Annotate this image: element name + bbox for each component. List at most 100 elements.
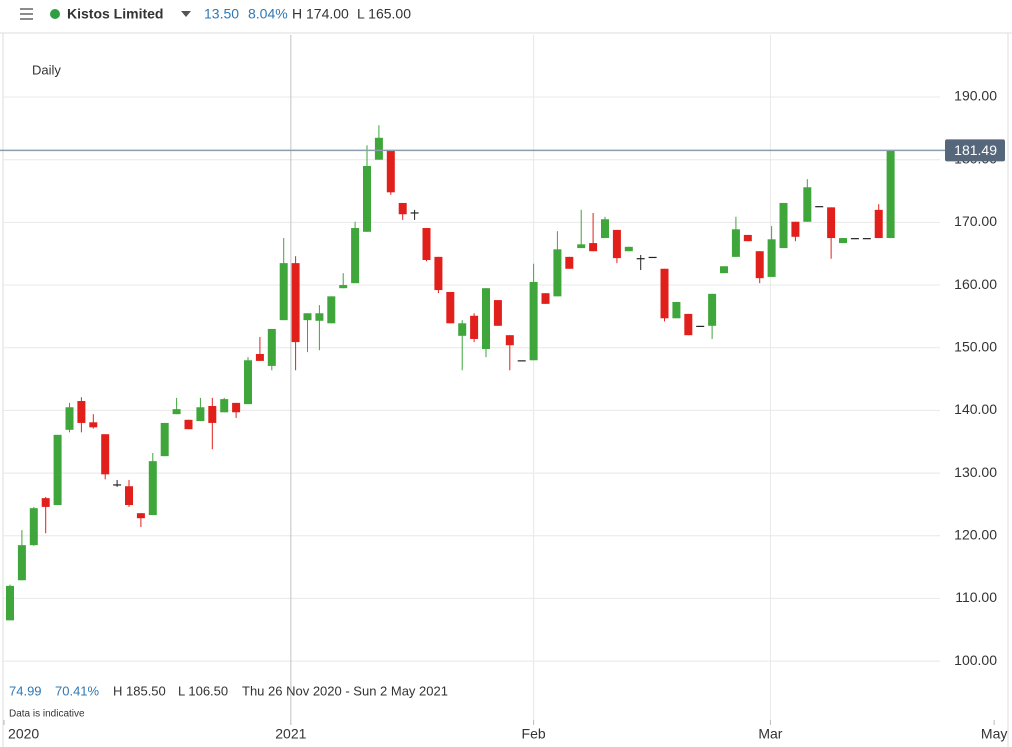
candle-body	[184, 419, 193, 430]
candle-body	[791, 221, 800, 237]
candle-body	[565, 256, 574, 269]
candle-body	[89, 422, 98, 428]
candle-body	[601, 219, 610, 239]
y-tick-label: 130.00	[954, 464, 997, 480]
x-tick-label: Mar	[758, 726, 782, 742]
candle-body	[148, 461, 157, 516]
menu-icon[interactable]	[20, 8, 33, 20]
candle-body	[446, 291, 455, 324]
candle-body	[493, 300, 502, 326]
candle-body	[220, 399, 229, 413]
grid: 100.00 110.00 120.00 130.00 140.00 150.00 160.…	[3, 35, 1007, 742]
candle-body	[172, 409, 181, 415]
candle-body	[612, 229, 621, 259]
candle-body	[303, 313, 312, 321]
change: 13.50	[204, 6, 239, 22]
y-tick-label: 140.00	[954, 401, 997, 417]
candle-body	[589, 243, 598, 252]
candle-body	[541, 293, 550, 304]
date-range: Thu 26 Nov 2020 - Sun 2 May 2021	[242, 683, 448, 698]
instrument-name[interactable]: Kistos Limited	[67, 6, 163, 22]
candle-body	[255, 353, 264, 361]
candle-body	[529, 281, 538, 361]
day-low: L 165.00	[357, 6, 411, 22]
candle-body	[363, 165, 372, 232]
candle-body	[779, 202, 788, 249]
candle-body	[517, 360, 526, 362]
range-change: 74.99	[9, 683, 42, 698]
candle-body	[232, 402, 241, 413]
status-dot	[50, 9, 60, 19]
dropdown-arrow[interactable]	[181, 11, 191, 17]
candle-body	[327, 296, 336, 324]
candle-body	[339, 285, 348, 289]
candle-body	[684, 313, 693, 336]
candle-body	[708, 293, 717, 326]
disclaimer: Data is indicative	[9, 709, 85, 720]
y-tick-label: 160.00	[954, 276, 997, 292]
candle-body	[410, 212, 419, 214]
candle-body	[77, 401, 86, 423]
candle-body	[815, 206, 824, 208]
candle-body	[886, 150, 895, 239]
candle-body	[351, 228, 360, 284]
candle-body	[136, 513, 145, 519]
candle-body	[244, 360, 253, 405]
candle-body	[577, 244, 586, 249]
candle-body	[767, 239, 776, 277]
candle-body	[113, 484, 122, 486]
last-price-label: 181.49	[954, 142, 997, 158]
candle-body	[5, 585, 14, 621]
candle-body	[17, 545, 26, 581]
interval: Daily	[32, 62, 61, 77]
candle-body	[101, 434, 110, 475]
x-tick-label: 2021	[275, 726, 306, 742]
range-change-pct: 70.41%	[55, 683, 100, 698]
candle-body	[65, 407, 74, 430]
candle-body	[315, 313, 324, 321]
candle-body	[827, 207, 836, 239]
candle-body	[470, 315, 479, 339]
x-tick-label: Feb	[522, 726, 546, 742]
candle-body	[720, 266, 729, 274]
candle-body	[208, 406, 217, 423]
range-low: L 106.50	[178, 683, 228, 698]
candle-body	[803, 187, 812, 222]
candle-body	[196, 407, 205, 422]
candle-body	[850, 238, 859, 240]
y-tick-label: 190.00	[954, 88, 997, 104]
candle-body	[398, 202, 407, 215]
candle-body	[41, 498, 50, 507]
candle-body	[660, 268, 669, 319]
candles	[5, 125, 895, 621]
overlay: 181.49	[0, 139, 1005, 162]
candle-body	[124, 486, 133, 506]
candle-body	[53, 434, 62, 506]
candle-body	[839, 238, 848, 244]
candle-body	[386, 150, 395, 193]
last-price-tag	[945, 139, 1005, 162]
y-tick-label: 170.00	[954, 213, 997, 229]
candle-body	[648, 256, 657, 259]
candle-body	[696, 325, 705, 327]
change-pct: 8.04%	[248, 6, 288, 22]
candle-body	[874, 209, 883, 239]
candle-body	[672, 301, 681, 319]
range-high: H 185.50	[113, 683, 166, 698]
x-tick-label: May	[981, 726, 1007, 742]
candle-body	[482, 288, 491, 349]
candle-body	[29, 508, 38, 546]
candle-body	[505, 335, 514, 346]
day-high: H 174.00	[292, 6, 349, 22]
candle-body	[553, 249, 562, 297]
candle-body	[624, 246, 633, 252]
candle-body	[267, 328, 276, 366]
candle-body	[755, 251, 764, 279]
candle-body	[743, 234, 752, 242]
y-tick-label: 120.00	[954, 526, 997, 542]
y-tick-label: 150.00	[954, 338, 997, 354]
candle-body	[862, 238, 871, 240]
